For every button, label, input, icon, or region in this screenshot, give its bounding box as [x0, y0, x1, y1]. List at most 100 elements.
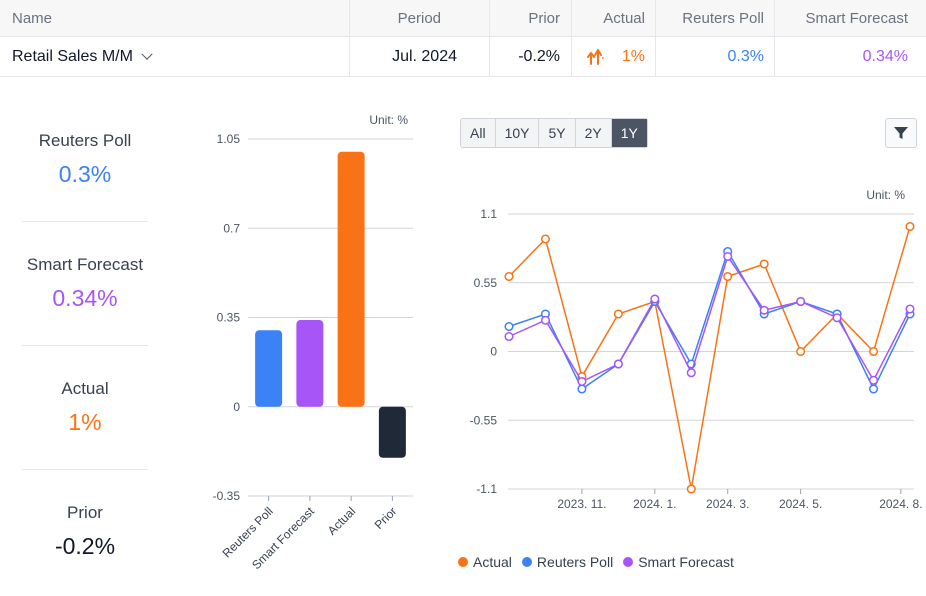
range-tab-all[interactable]: All: [461, 119, 496, 147]
stat-reuters-poll: Reuters Poll 0.3%: [22, 98, 148, 222]
series-line-smart-forecast: [508, 254, 911, 383]
point-reuters-poll: [905, 309, 915, 319]
bar-prior: [378, 406, 406, 458]
legend-item-actual[interactable]: Actual: [458, 554, 512, 570]
legend-item-smart-forecast[interactable]: Smart Forecast: [623, 554, 734, 570]
actual-cell: 1%: [571, 37, 655, 76]
stat-label: Prior: [67, 503, 103, 522]
point-reuters-poll: [650, 296, 660, 307]
column-divider: [571, 37, 572, 76]
x-tick-label: 2023. 11.: [557, 497, 606, 511]
column-divider: [349, 0, 350, 36]
column-divider: [655, 0, 656, 36]
point-actual: [540, 234, 551, 244]
range-tab-5y[interactable]: 5Y: [539, 119, 576, 147]
range-tabs: All 10Y 5Y 2Y 1Y: [460, 118, 648, 148]
column-divider: [774, 0, 775, 36]
unit-label: Unit: %: [866, 188, 905, 202]
point-reuters-poll: [613, 359, 623, 369]
indicator-name-dropdown[interactable]: Retail Sales M/M: [12, 37, 153, 76]
series-line-reuters-poll: [508, 249, 911, 391]
legend-dot-icon: [623, 557, 634, 567]
point-smart-forecast: [504, 331, 514, 342]
point-actual: [832, 309, 842, 319]
y-tick-label: 0.35: [217, 311, 241, 325]
y-tick-label: -1.1: [476, 482, 497, 496]
table-header: Name Period Prior Actual Reuters Poll Sm…: [0, 0, 926, 37]
bar-reuters-poll: [255, 330, 283, 407]
point-smart-forecast: [759, 305, 769, 315]
prior-value: -0.2%: [518, 47, 560, 65]
stat-value: 0.3%: [58, 161, 112, 187]
y-tick-label: 0.7: [223, 221, 240, 235]
x-tick-label: 2024. 8.: [879, 497, 922, 511]
filter-icon: [894, 127, 908, 139]
point-actual: [868, 346, 879, 357]
point-smart-forecast: [796, 296, 806, 307]
x-tick-label: 2024. 1.: [633, 497, 676, 511]
point-actual: [650, 296, 660, 307]
point-smart-forecast: [577, 376, 587, 387]
series-line-actual: [508, 226, 911, 490]
bar-actual: [337, 151, 365, 407]
point-actual: [759, 259, 769, 269]
point-reuters-poll: [868, 384, 879, 394]
point-actual: [613, 309, 623, 319]
point-reuters-poll: [504, 321, 514, 332]
up-arrows-flame-icon: [586, 48, 604, 65]
point-actual: [796, 346, 806, 357]
header-period: Period: [397, 9, 441, 27]
line-chart-legend: Actual Reuters Poll Smart Forecast: [458, 554, 734, 570]
smart-forecast-value: 0.34%: [862, 47, 908, 65]
legend-dot-icon: [521, 557, 532, 567]
header-smart-forecast: Smart Forecast: [805, 9, 908, 27]
bar-smart-forecast: [296, 320, 324, 407]
point-actual: [577, 371, 587, 382]
point-actual: [905, 221, 915, 232]
x-tick-label: Actual: [325, 504, 358, 537]
filter-button[interactable]: [885, 118, 917, 148]
point-smart-forecast: [613, 359, 623, 369]
y-tick-label: 1.05: [217, 132, 241, 146]
stat-label: Actual: [61, 379, 109, 398]
point-reuters-poll: [577, 384, 587, 394]
range-tab-1y[interactable]: 1Y: [611, 119, 647, 147]
range-tab-10y[interactable]: 10Y: [496, 119, 540, 147]
point-smart-forecast: [723, 251, 733, 262]
y-tick-label: 1.1: [480, 207, 497, 221]
point-actual: [686, 484, 696, 494]
point-reuters-poll: [796, 296, 806, 307]
point-reuters-poll: [540, 309, 551, 319]
column-divider: [489, 0, 490, 36]
stat-value: 1%: [68, 409, 102, 435]
point-smart-forecast: [832, 313, 842, 323]
range-tab-2y[interactable]: 2Y: [576, 119, 612, 147]
point-actual: [504, 271, 514, 282]
stat-value: -0.2%: [54, 533, 116, 559]
column-divider: [655, 37, 656, 76]
legend-dot-icon: [458, 557, 468, 567]
x-tick-label: 2024. 5.: [779, 497, 822, 511]
legend-label: Actual: [473, 554, 512, 570]
point-smart-forecast: [650, 294, 660, 304]
y-tick-label: 0: [490, 345, 497, 359]
stat-prior: Prior -0.2%: [22, 470, 148, 594]
point-smart-forecast: [905, 304, 915, 314]
header-prior: Prior: [528, 9, 560, 27]
column-divider: [489, 37, 490, 76]
unit-label: Unit: %: [369, 113, 408, 127]
stat-label: Reuters Poll: [38, 131, 132, 150]
table-row[interactable]: Retail Sales M/M Jul. 2024 -0.2% 1% 0.3%…: [0, 37, 926, 77]
indicator-name: Retail Sales M/M: [12, 47, 133, 65]
point-smart-forecast: [868, 375, 879, 385]
column-divider: [774, 37, 775, 76]
point-reuters-poll: [832, 309, 842, 319]
x-tick-label: Prior: [372, 504, 400, 532]
legend-item-reuters-poll[interactable]: Reuters Poll: [521, 554, 613, 570]
point-reuters-poll: [759, 309, 769, 319]
reuters-poll-value: 0.3%: [727, 47, 764, 65]
y-tick-label: -0.35: [213, 489, 241, 503]
period-value: Jul. 2024: [392, 47, 457, 65]
stat-label: Smart Forecast: [26, 255, 144, 274]
column-divider: [571, 0, 572, 36]
